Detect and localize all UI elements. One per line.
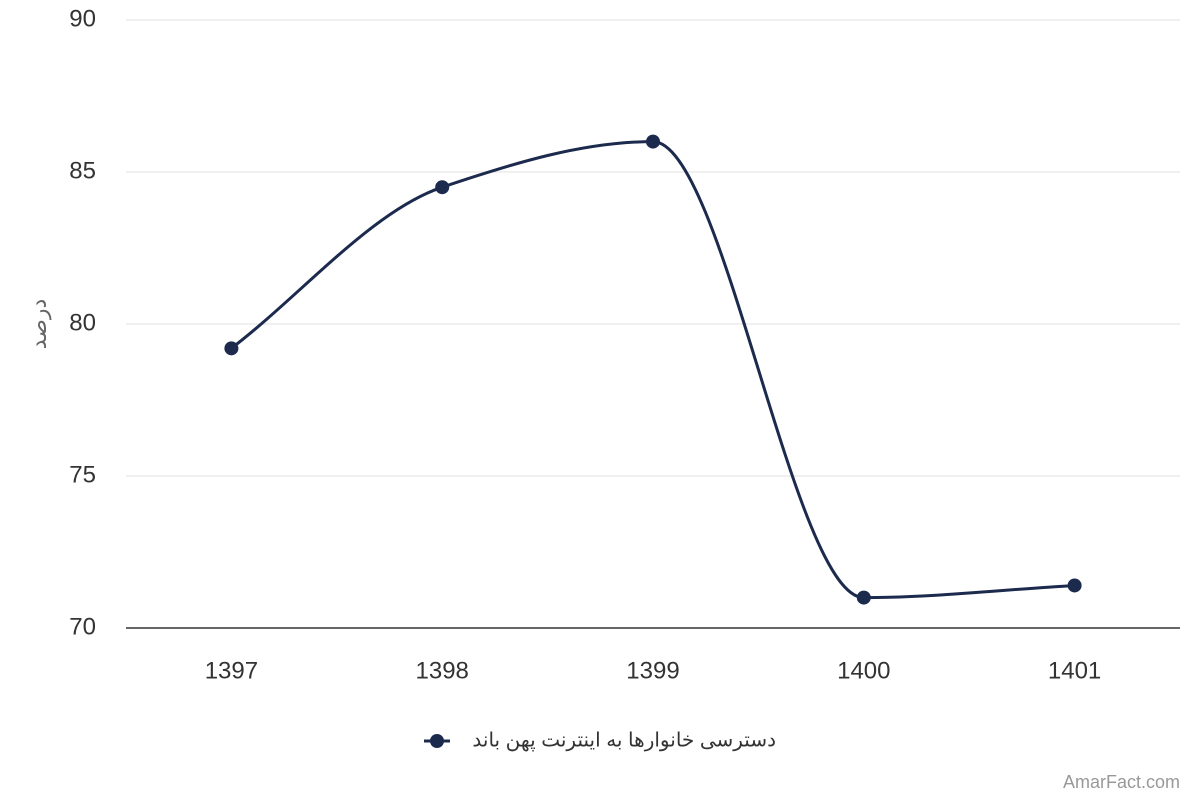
data-point — [646, 134, 660, 149]
legend-label[interactable]: دسترسی خانوارها به اینترنت پهن باند — [472, 729, 776, 752]
x-tick-label: 1398 — [416, 657, 469, 684]
y-tick-label: 75 — [69, 461, 96, 488]
x-tick-label: 1400 — [837, 657, 890, 684]
y-tick-label: 70 — [69, 613, 96, 640]
legend-marker — [430, 734, 444, 748]
y-tick-label: 85 — [69, 157, 96, 184]
data-point — [856, 590, 871, 605]
credit: AmarFact.com — [1063, 772, 1180, 792]
x-tick-label: 1401 — [1048, 657, 1101, 684]
y-tick-label: 80 — [69, 309, 96, 336]
x-tick-label: 1397 — [205, 657, 258, 684]
data-point — [224, 341, 239, 356]
data-point — [435, 180, 450, 195]
x-tick-label: 1399 — [626, 657, 679, 684]
y-tick-label: 90 — [69, 5, 96, 32]
series-line — [230, 140, 1075, 600]
data-point — [1067, 578, 1082, 593]
y-axis-label: درصد — [26, 299, 51, 350]
